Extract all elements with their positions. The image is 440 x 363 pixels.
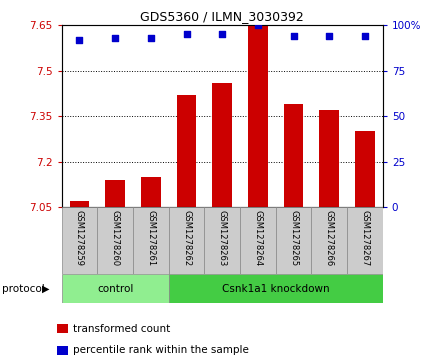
Text: protocol: protocol [2,284,45,294]
Point [361,33,368,39]
Text: GSM1278260: GSM1278260 [110,210,120,266]
Point [147,35,154,41]
Bar [141,177,161,207]
Bar [276,207,312,274]
Bar [70,201,89,207]
Point [76,37,83,43]
Text: GSM1278262: GSM1278262 [182,210,191,266]
Text: percentile rank within the sample: percentile rank within the sample [73,345,249,355]
Point [254,23,261,28]
Text: GSM1278265: GSM1278265 [289,210,298,266]
Text: ▶: ▶ [42,284,50,294]
Text: control: control [97,284,133,294]
Text: GSM1278267: GSM1278267 [360,210,370,266]
Text: GSM1278264: GSM1278264 [253,210,262,266]
Bar [204,207,240,274]
Text: Csnk1a1 knockdown: Csnk1a1 knockdown [222,284,330,294]
Text: GSM1278263: GSM1278263 [218,210,227,266]
Bar [347,207,383,274]
Text: GSM1278266: GSM1278266 [325,210,334,266]
Bar [62,207,97,274]
Bar [97,207,133,274]
Bar [177,95,196,207]
Bar [213,83,232,207]
Title: GDS5360 / ILMN_3030392: GDS5360 / ILMN_3030392 [140,10,304,23]
Text: GSM1278259: GSM1278259 [75,210,84,266]
Bar [355,131,375,207]
Bar [312,207,347,274]
Bar [62,274,169,303]
Point [112,35,119,41]
Point [219,32,226,37]
Bar [248,25,268,207]
Bar [240,207,276,274]
Bar [133,207,169,274]
Point [326,33,333,39]
Point [290,33,297,39]
Bar [105,180,125,207]
Text: GSM1278261: GSM1278261 [147,210,155,266]
Bar [319,110,339,207]
Point [183,32,190,37]
Bar [284,104,304,207]
Bar [169,274,383,303]
Text: transformed count: transformed count [73,323,170,334]
Bar [169,207,204,274]
